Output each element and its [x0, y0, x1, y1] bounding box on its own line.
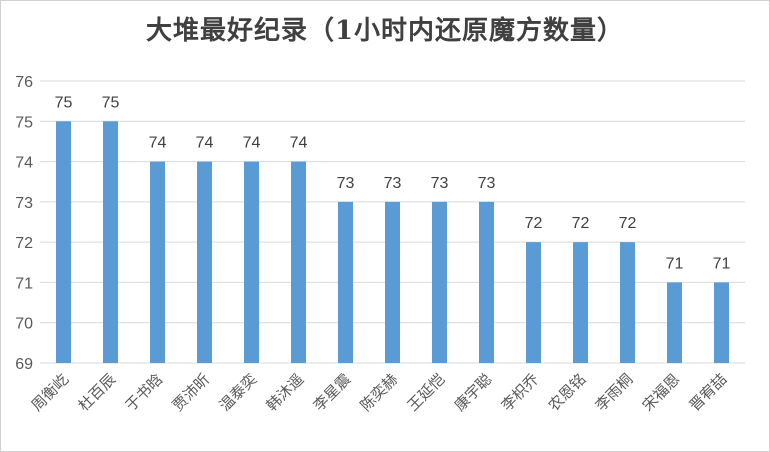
bar — [244, 161, 259, 363]
bar — [714, 282, 729, 363]
category-label: 李枳乔 — [498, 370, 543, 415]
category-label: 李雨桐 — [592, 370, 637, 415]
bar — [479, 201, 494, 363]
category-label: 韩沐遥 — [263, 370, 308, 415]
data-label: 72 — [572, 215, 590, 232]
bar — [150, 161, 165, 363]
chart-title: 大堆最好纪录（1小时内还原魔方数量） — [145, 16, 625, 46]
data-label: 74 — [243, 135, 261, 152]
category-label: 晋宥喆 — [686, 370, 731, 415]
bar — [103, 121, 118, 364]
data-label: 74 — [290, 135, 308, 152]
bar — [526, 242, 541, 363]
bar — [291, 161, 306, 363]
bar — [385, 201, 400, 363]
bar — [573, 242, 588, 363]
data-label: 73 — [478, 175, 496, 192]
data-label: 72 — [525, 215, 543, 232]
data-label: 74 — [196, 135, 214, 152]
data-label: 71 — [713, 255, 731, 272]
data-label: 73 — [337, 175, 355, 192]
category-label: 杜百辰 — [75, 370, 120, 415]
category-label: 贾沛昕 — [169, 370, 214, 415]
category-label: 于书晗 — [122, 370, 167, 415]
data-label: 73 — [384, 175, 402, 192]
y-tick-label: 70 — [15, 316, 33, 333]
bar — [197, 161, 212, 363]
data-label: 74 — [149, 135, 167, 152]
y-tick-label: 69 — [15, 356, 33, 373]
category-label: 陈奕赫 — [357, 370, 402, 415]
y-tick-label: 75 — [15, 114, 33, 131]
bar — [620, 242, 635, 363]
y-tick-label: 74 — [15, 155, 33, 172]
y-tick-label: 72 — [15, 235, 33, 252]
y-tick-label: 73 — [15, 195, 33, 212]
data-label: 73 — [431, 175, 449, 192]
bar — [432, 201, 447, 363]
y-tick-label: 76 — [15, 74, 33, 91]
y-tick-label: 71 — [15, 275, 33, 292]
data-label: 72 — [619, 215, 637, 232]
data-label: 71 — [666, 255, 684, 272]
category-label: 温泰奕 — [216, 370, 261, 415]
category-label: 王延恺 — [404, 370, 449, 415]
category-label: 李星震 — [310, 370, 355, 415]
category-label: 宋福恩 — [639, 370, 684, 415]
bar — [338, 201, 353, 363]
data-label: 75 — [55, 94, 73, 111]
category-label: 康宇聪 — [451, 370, 496, 415]
data-label: 75 — [102, 94, 120, 111]
bar — [56, 121, 71, 364]
category-label: 周衡屹 — [28, 370, 73, 415]
bar — [667, 282, 682, 363]
category-label: 农恩铭 — [545, 370, 590, 415]
